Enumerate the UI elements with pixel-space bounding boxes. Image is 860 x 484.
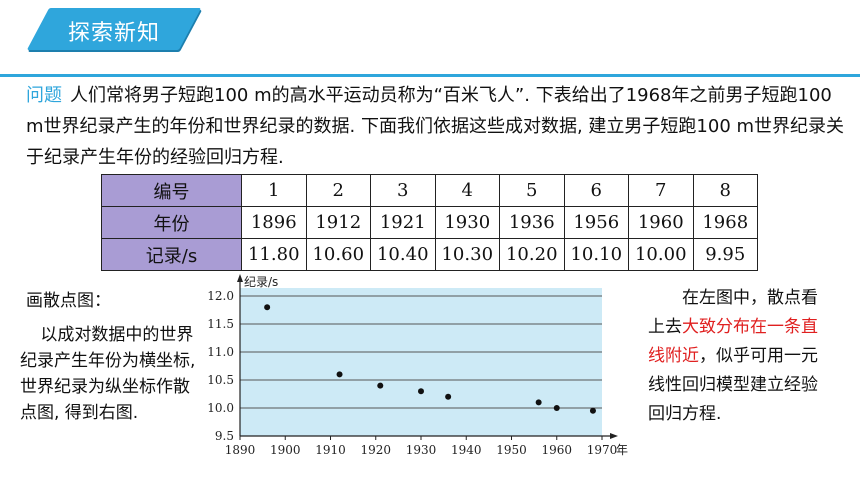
x-tick-label: 1970 <box>587 443 618 457</box>
table-cell: 1936 <box>499 206 565 239</box>
data-point <box>377 382 384 389</box>
section-title: 探索新知 <box>67 21 160 46</box>
data-point <box>535 399 542 406</box>
table-cell: 10.20 <box>499 238 565 271</box>
table-cell: 1930 <box>434 206 500 239</box>
x-tick-label: 1890 <box>225 443 256 457</box>
data-point <box>418 388 424 395</box>
table-row: 记录/s 11.80 10.60 10.40 10.30 10.20 10.10 10.00 9… <box>101 238 758 271</box>
y-tick-label: 12.0 <box>207 289 234 303</box>
table-cell: 1956 <box>563 206 629 239</box>
row-header: 年份 <box>101 206 242 239</box>
data-table: 编号 1 2 3 4 5 6 7 8 年份 1896 1912 1921 1930 1936 1956 1960… <box>101 174 758 271</box>
table-cell: 1968 <box>692 206 758 239</box>
table-cell: 1912 <box>305 206 371 239</box>
table-cell: 10.00 <box>628 238 694 271</box>
data-point <box>589 407 596 414</box>
y-tick-label: 11.0 <box>207 345 234 359</box>
problem-text: 人们常将男子短跑100 m的高水平运动员称为“百米飞人”. 下表给出了1968年… <box>26 85 845 168</box>
table-cell: 8 <box>692 174 758 207</box>
x-tick-label: 1960 <box>541 443 572 457</box>
row-header: 记录/s <box>101 238 242 271</box>
x-tick-label: 1910 <box>315 443 346 457</box>
section-tag: 探索新知 <box>26 8 202 50</box>
data-point <box>336 371 343 378</box>
table-row: 编号 1 2 3 4 5 6 7 8 <box>101 174 758 207</box>
table-cell: 10.40 <box>370 238 436 271</box>
table-cell: 3 <box>370 174 436 207</box>
table-cell: 4 <box>434 174 500 207</box>
table-cell: 1960 <box>628 206 694 239</box>
table-cell: 10.30 <box>434 238 500 271</box>
table-cell: 1896 <box>241 206 307 239</box>
y-tick-label: 10.5 <box>207 373 234 387</box>
table-cell: 10.10 <box>563 238 629 271</box>
table-cell: 1921 <box>370 206 436 239</box>
scatter-label: 画散点图： <box>26 291 111 311</box>
left-note: 以成对数据中的世界纪录产生年份为横坐标, 世界纪录为纵坐标作散点图, 得到右图. <box>20 325 196 423</box>
y-tick-label: 11.5 <box>207 317 234 331</box>
scatter-chart: 9.5 10.0 10.5 11.0 11.5 12.0 1890 1900 1910 1920 1… <box>207 274 628 457</box>
table-cell: 10.60 <box>305 238 371 271</box>
table-cell: 7 <box>628 174 694 207</box>
header-divider <box>0 74 860 77</box>
plot-area <box>240 288 602 436</box>
table-cell: 2 <box>305 174 371 207</box>
table-cell: 11.80 <box>241 238 307 271</box>
data-point <box>264 304 271 311</box>
x-tick-label: 1930 <box>406 443 437 457</box>
right-note-after: ，似乎可用一元线性回归模型建立经验回归方程. <box>648 346 818 424</box>
x-axis-label: 年份 <box>616 443 628 457</box>
x-tick-label: 1920 <box>360 443 391 457</box>
y-tick-label: 9.5 <box>215 429 234 443</box>
row-header: 编号 <box>101 174 242 207</box>
right-note-before: 在左图中，散点看上去 <box>648 288 818 337</box>
data-point <box>553 405 560 411</box>
y-axis-arrow <box>237 274 243 282</box>
table-cell: 9.95 <box>692 238 758 271</box>
table-cell: 5 <box>499 174 565 207</box>
table-row: 年份 1896 1912 1921 1930 1936 1956 1960 1968 <box>101 206 758 239</box>
table-cell: 1 <box>241 174 307 207</box>
x-axis-arrow <box>610 433 618 439</box>
right-note: 在左图中，散点看上去大致分布在一条直线附近，似乎可用一元线性回归模型建立经验回归… <box>648 284 834 429</box>
x-tick-label: 1900 <box>270 443 301 457</box>
y-tick-label: 10.0 <box>207 401 234 415</box>
x-tick-label: 1940 <box>451 443 482 457</box>
x-tick-label: 1950 <box>496 443 527 457</box>
data-point <box>445 393 452 400</box>
table-cell: 6 <box>563 174 629 207</box>
problem-tag: 问题 <box>26 85 62 106</box>
y-axis-label: 纪录/s <box>244 275 278 289</box>
right-note-highlight: 大致分布在一条直线附近 <box>648 317 818 366</box>
problem-statement: 问题 人们常将男子短跑100 m的高水平运动员称为“百米飞人”. 下表给出了196… <box>26 80 846 173</box>
